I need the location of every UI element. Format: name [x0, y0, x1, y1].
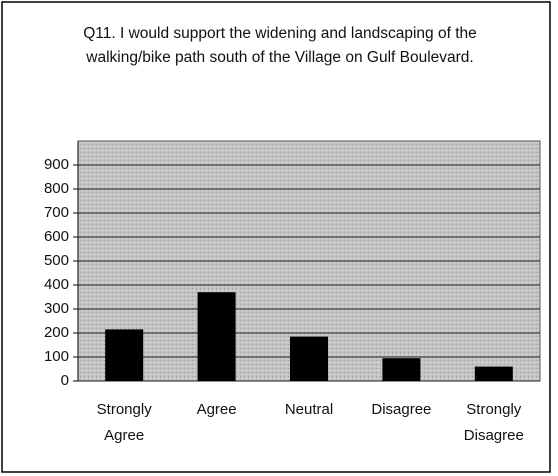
- bar: [105, 329, 144, 381]
- x-tick-label: Neutral: [284, 401, 334, 418]
- bar: [290, 336, 328, 381]
- bar: [382, 358, 421, 381]
- y-tick-label: 500: [44, 252, 69, 269]
- title-box: Q11. I would support the widening and la…: [83, 25, 477, 66]
- y-tick-label: 600: [44, 228, 69, 245]
- x-tick-label: Strongly Agree: [96, 401, 152, 444]
- bar: [197, 292, 236, 381]
- y-tick-label: 800: [44, 180, 69, 197]
- x-tick-label: Agree: [196, 401, 237, 418]
- y-tick-label: 200: [44, 324, 69, 341]
- y-tick-label: 900: [44, 156, 69, 173]
- x-tick-label: Strongly Disagree: [463, 401, 524, 444]
- x-tick-label: Disagree: [371, 401, 432, 418]
- y-tick-label: 100: [44, 348, 69, 365]
- bar: [474, 366, 513, 381]
- y-tick-label: 0: [61, 372, 69, 389]
- chart-title: Q11. I would support the widening and la…: [83, 25, 477, 66]
- y-tick-label: 700: [44, 204, 69, 221]
- y-tick-label: 400: [44, 276, 69, 293]
- y-tick-label: 300: [44, 300, 69, 317]
